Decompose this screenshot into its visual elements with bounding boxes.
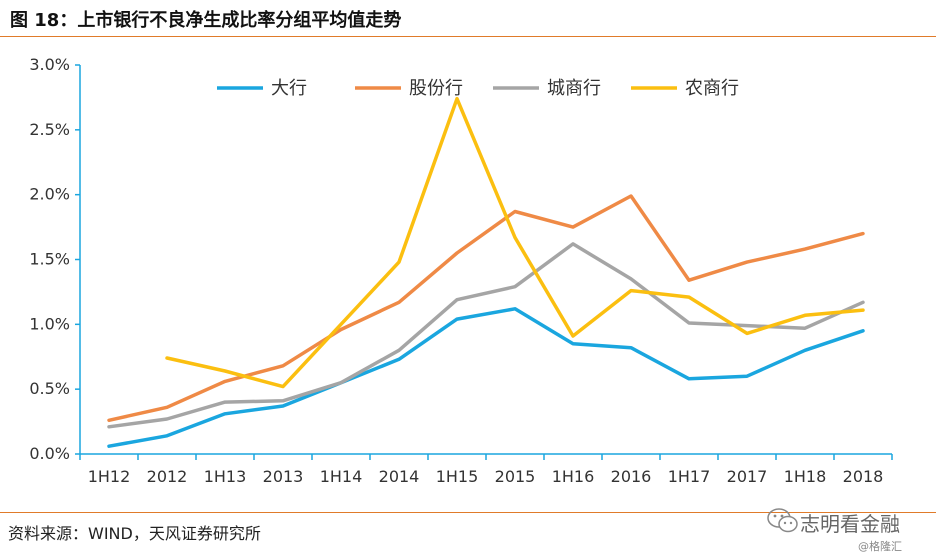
bottom-divider (0, 512, 936, 513)
watermark-sub: @格隆汇 (858, 540, 902, 553)
x-tick-label: 2012 (147, 467, 188, 486)
series-line-1 (107, 194, 865, 423)
x-tick-label: 1H15 (436, 467, 479, 486)
x-tick-label: 2013 (263, 467, 304, 486)
y-axis: 0.0% 0.5% 1.0% 1.5% 2.0% 2.5% 3.0% (29, 55, 81, 463)
top-divider (0, 36, 936, 37)
y-tick-label: 1.0% (29, 314, 70, 333)
y-tick-label: 3.0% (29, 55, 70, 74)
x-tick-label: 2018 (843, 467, 884, 486)
legend-label-0: 大行 (271, 78, 307, 99)
y-tick-label: 2.0% (29, 185, 70, 204)
watermark-text: 志明看金融 (800, 512, 900, 536)
x-tick-label: 2014 (379, 467, 420, 486)
legend-label-3: 农商行 (685, 78, 739, 99)
x-tick-label: 1H17 (668, 467, 711, 486)
source-note: 资料来源：WIND，天风证券研究所 (8, 524, 261, 543)
x-axis: 1H12 2012 1H13 2013 1H14 2014 1H15 2015 1H16 2016… (79, 453, 893, 486)
series-line-3 (165, 96, 865, 389)
x-tick-label: 2015 (495, 467, 536, 486)
wechat-icon (767, 508, 798, 533)
y-tick-label: 0.5% (29, 379, 70, 398)
x-tick-label: 1H13 (204, 467, 247, 486)
x-tick-label: 1H12 (88, 467, 131, 486)
legend: 大行 股份行 城商行 农商行 (217, 78, 739, 99)
legend-label-2: 城商行 (547, 78, 601, 99)
y-tick-label: 2.5% (29, 120, 70, 139)
y-tick-label: 1.5% (29, 250, 70, 269)
x-tick-label: 1H14 (320, 467, 363, 486)
x-tick-label: 1H18 (784, 467, 827, 486)
line-chart: 0.0%0.5%1.0%1.5%2.0%2.5%3.0% 1H12 2012 1H1… (29, 55, 893, 486)
series-lines (107, 96, 865, 448)
x-tick-label: 2017 (727, 467, 768, 486)
chart-title: 图 18：上市银行不良净生成比率分组平均值走势 (10, 10, 402, 31)
x-tick-label: 1H16 (552, 467, 595, 486)
x-tick-label: 2016 (611, 467, 652, 486)
series-line-2 (107, 242, 865, 429)
legend-label-1: 股份行 (409, 78, 463, 99)
y-tick-label: 0.0% (29, 444, 70, 463)
series-line-0 (107, 307, 865, 448)
